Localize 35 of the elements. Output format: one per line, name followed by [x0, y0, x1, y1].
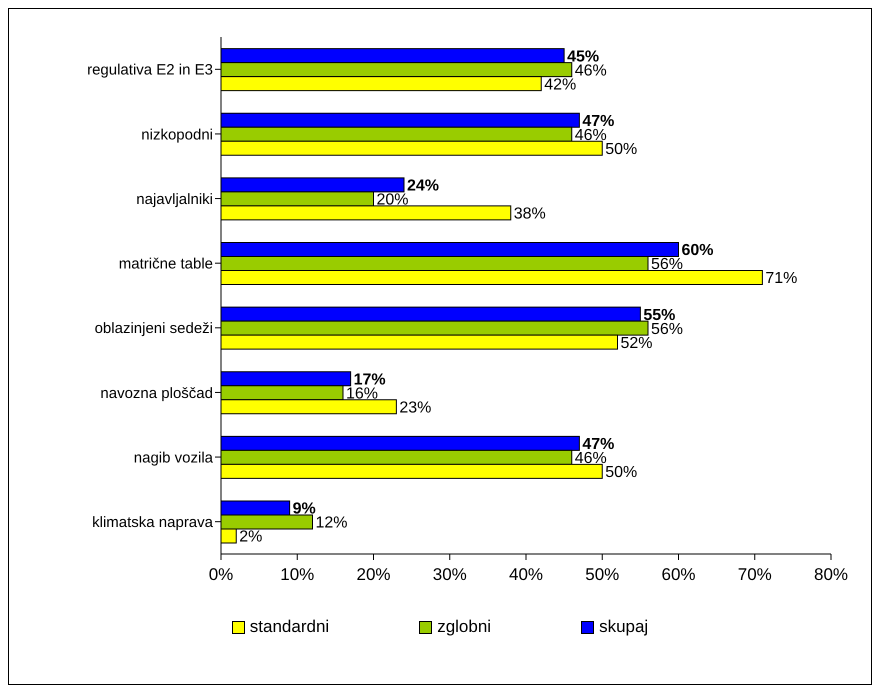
- data-label: 23%: [399, 399, 432, 416]
- y-tick-label: navozna ploščad: [100, 384, 213, 402]
- legend-label: zglobni: [437, 617, 492, 637]
- x-tick-label: 20%: [356, 565, 391, 584]
- x-tick-label: 50%: [585, 565, 620, 584]
- data-label: 56%: [651, 256, 684, 274]
- data-label: 9%: [292, 500, 316, 518]
- x-tick-label: 10%: [280, 565, 314, 584]
- data-label: 50%: [605, 140, 638, 158]
- x-tick-label: 40%: [508, 565, 544, 584]
- data-label: 50%: [605, 464, 638, 482]
- data-label: 71%: [765, 270, 798, 288]
- data-label: 20%: [376, 192, 409, 209]
- data-label: 42%: [544, 76, 576, 94]
- y-tick-label: regulativa E2 in E3: [87, 62, 213, 79]
- x-tick-label: 60%: [661, 565, 696, 584]
- y-tick-label: klimatska naprava: [92, 514, 214, 532]
- x-tick-label: 0%: [208, 565, 234, 584]
- data-label: 24%: [407, 178, 440, 195]
- y-tick-label: oblazinjeni sedeži: [94, 320, 213, 338]
- data-label: 60%: [682, 242, 714, 260]
- legend-label: standardni: [250, 617, 330, 637]
- y-tick-label: najavljalniki: [136, 190, 213, 208]
- x-tick-label: 80%: [814, 565, 848, 584]
- legend-label: skupaj: [599, 617, 648, 637]
- x-tick-label: 70%: [738, 565, 772, 584]
- x-tick-label: 30%: [432, 565, 467, 584]
- data-label: 52%: [620, 334, 653, 352]
- data-label: 46%: [574, 450, 607, 468]
- y-tick-label: matrične table: [118, 256, 213, 273]
- data-label: 12%: [316, 514, 348, 532]
- data-label: 38%: [514, 206, 546, 223]
- y-tick-label: nagib vozila: [134, 449, 214, 466]
- data-label: 2%: [239, 528, 262, 546]
- y-tick-label: nizkopodni: [141, 126, 213, 144]
